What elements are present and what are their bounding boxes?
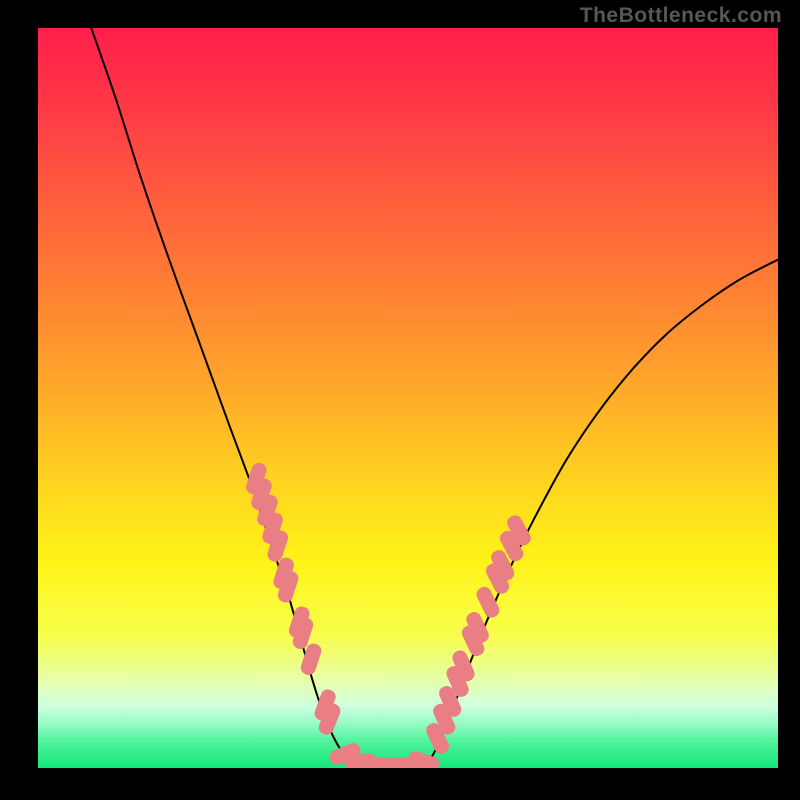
- chart-canvas: TheBottleneck.com: [0, 0, 800, 800]
- watermark-text: TheBottleneck.com: [580, 4, 782, 28]
- chart-svg: [0, 0, 800, 800]
- plot-area: [38, 28, 778, 768]
